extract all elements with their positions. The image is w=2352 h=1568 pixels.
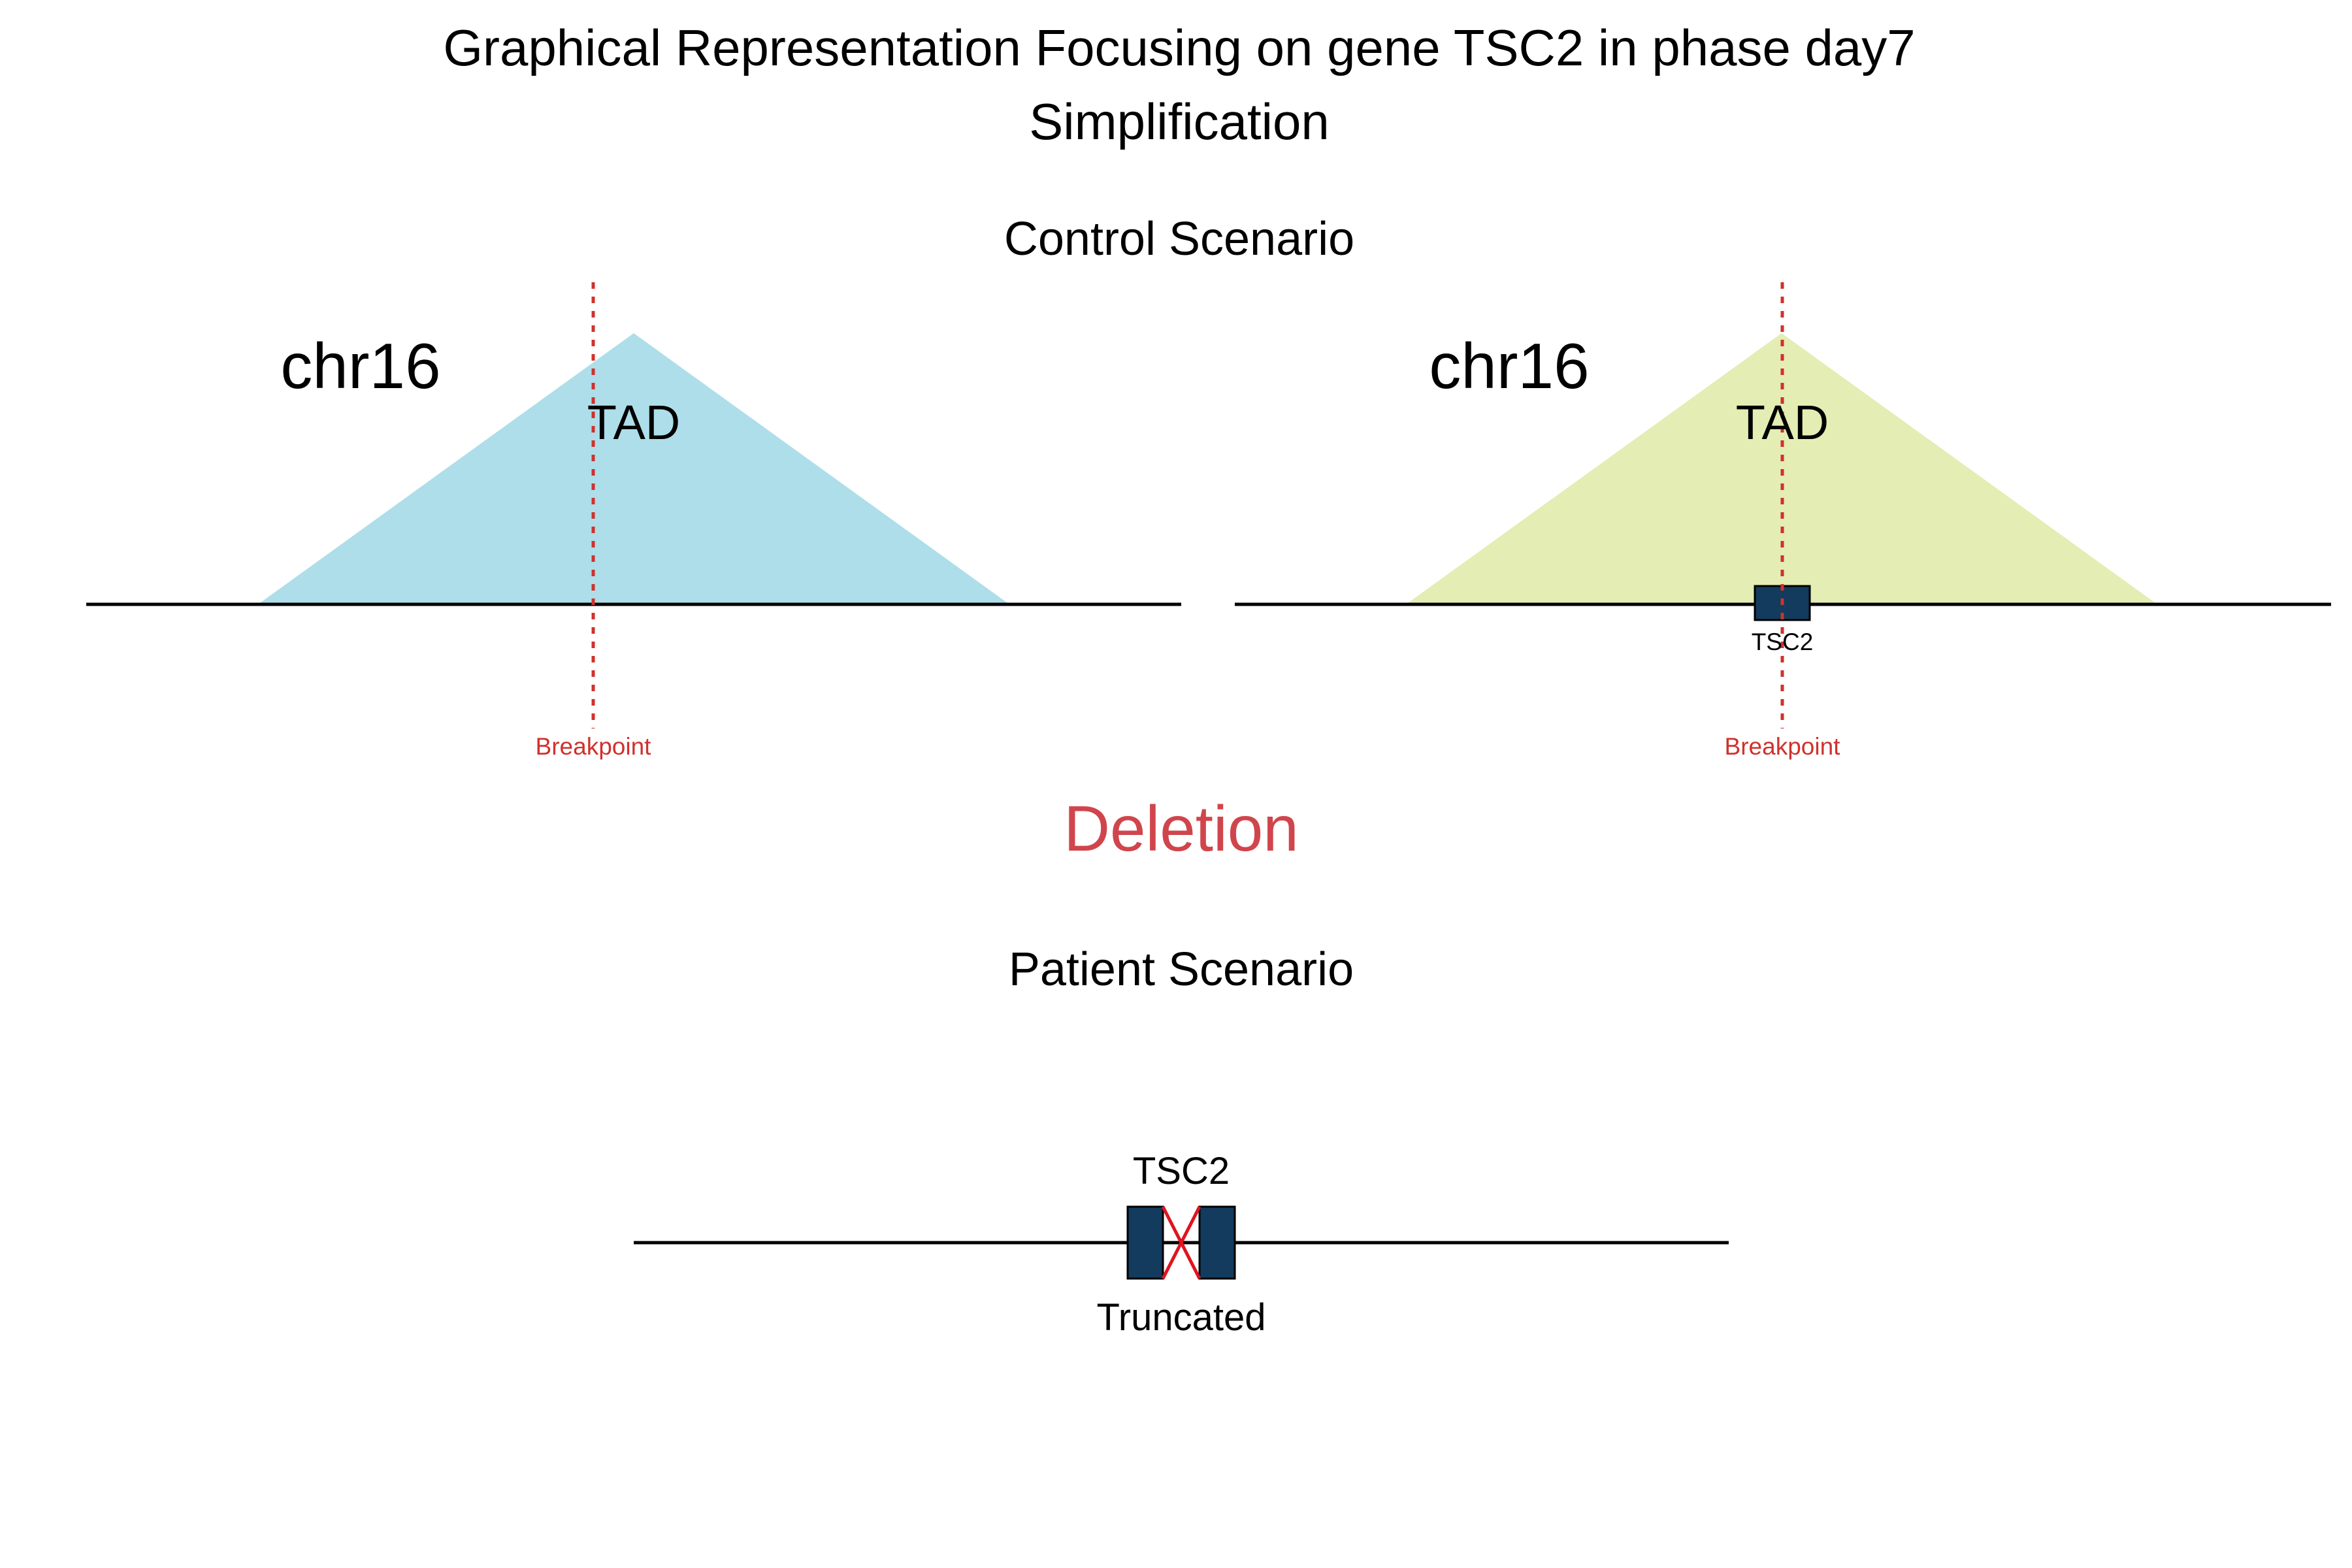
patient-scenario-heading: Patient Scenario: [1009, 943, 1354, 996]
control-scenario-heading: Control Scenario: [1004, 213, 1354, 265]
gene-fragment-left: [1126, 1205, 1164, 1280]
title-line-1: Graphical Representation Focusing on gen…: [443, 19, 1915, 76]
control-left-panel: chr16 TAD Breakpoint: [86, 282, 1181, 760]
event-label: Deletion: [1064, 792, 1299, 864]
breakpoint-label-right: Breakpoint: [1725, 733, 1841, 760]
tad-triangle-right: [1406, 333, 2157, 604]
deletion-cross-line-2: [1161, 1205, 1201, 1280]
truncated-label: Truncated: [1097, 1296, 1266, 1339]
control-right-panel: chr16 TAD TSC2 Breakpoint: [1235, 282, 2331, 760]
chromosome-label-right: chr16: [1429, 330, 1589, 402]
tad-label-left: TAD: [587, 395, 681, 449]
breakpoint-label-left: Breakpoint: [536, 733, 652, 760]
gene-label-patient: TSC2: [1133, 1150, 1230, 1192]
chromosome-label-left: chr16: [280, 330, 440, 402]
patient-panel: TSC2 Truncated: [634, 1150, 1729, 1339]
gene-fragment-right: [1198, 1205, 1236, 1280]
tad-label-right: TAD: [1736, 395, 1829, 449]
tad-triangle-left: [258, 333, 1009, 604]
gene-label-right: TSC2: [1752, 629, 1814, 655]
title-line-2: Simplification: [1029, 93, 1330, 150]
